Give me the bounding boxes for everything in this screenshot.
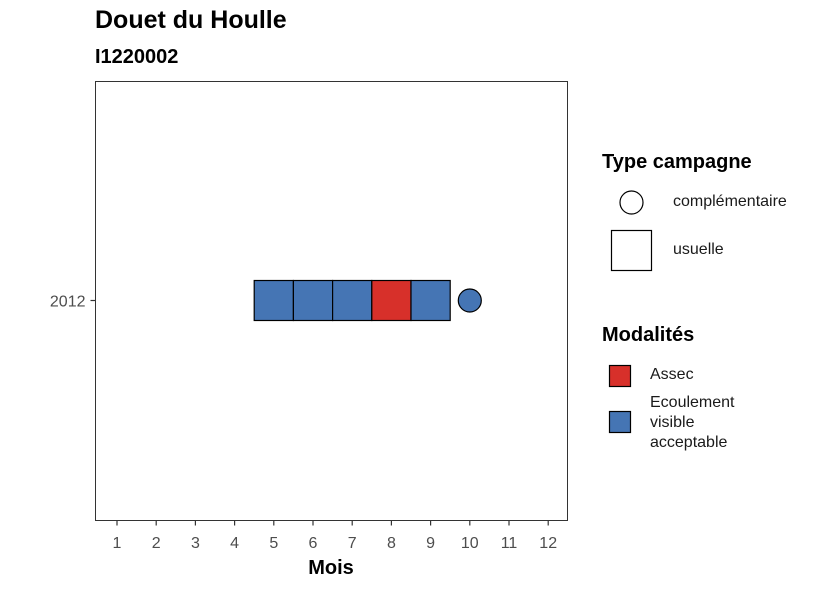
legend-key-assec bbox=[608, 364, 632, 388]
x-axis: 1 2 3 4 5 6 7 8 9 10 11 12 bbox=[113, 520, 557, 552]
legend-modalites-title: Modalités bbox=[602, 324, 695, 346]
chart-subtitle: I1220002 bbox=[95, 46, 179, 68]
data-marks bbox=[253, 279, 482, 322]
x-tick-label: 12 bbox=[539, 535, 557, 552]
legend-key-complementaire bbox=[619, 190, 644, 215]
data-circle-month-10 bbox=[457, 288, 482, 313]
y-tick-label: 2012 bbox=[50, 294, 86, 311]
legend-label-ecoulement: Ecoulement visible acceptable bbox=[650, 393, 780, 453]
x-tick-label: 8 bbox=[387, 535, 396, 552]
x-tick-label: 3 bbox=[191, 535, 200, 552]
legend-type-title: Type campagne bbox=[602, 151, 752, 173]
y-axis: 2012 bbox=[50, 294, 96, 311]
legend-label-ecoulement-line-3: acceptable bbox=[650, 434, 728, 451]
data-square-month-5 bbox=[253, 279, 294, 322]
x-tick-label: 10 bbox=[461, 535, 479, 552]
legend-label-assec: Assec bbox=[650, 366, 694, 383]
legend-label-usuelle: usuelle bbox=[673, 241, 724, 258]
data-square-month-6 bbox=[292, 279, 334, 322]
legend-key-usuelle bbox=[610, 229, 653, 272]
x-tick-label: 9 bbox=[426, 535, 435, 552]
legend-keys bbox=[608, 190, 653, 434]
legend-label-complementaire: complémentaire bbox=[673, 193, 787, 210]
data-square-month-7 bbox=[332, 279, 373, 322]
legend-key-ecoulement bbox=[608, 410, 632, 434]
x-tick-label: 4 bbox=[230, 535, 239, 552]
data-square-month-8 bbox=[371, 279, 412, 322]
x-axis-label: Mois bbox=[308, 557, 354, 579]
legend-label-ecoulement-line-2: visible bbox=[650, 414, 695, 431]
x-tick-label: 7 bbox=[348, 535, 357, 552]
x-tick-label: 11 bbox=[501, 535, 518, 552]
x-tick-label: 6 bbox=[309, 535, 318, 552]
x-tick-label: 5 bbox=[269, 535, 278, 552]
chart-title: Douet du Houlle bbox=[95, 6, 287, 34]
x-tick-label: 2 bbox=[152, 535, 161, 552]
x-tick-label: 1 bbox=[113, 535, 122, 552]
legend-label-ecoulement-line-1: Ecoulement bbox=[650, 394, 735, 411]
data-square-month-9 bbox=[410, 279, 451, 322]
